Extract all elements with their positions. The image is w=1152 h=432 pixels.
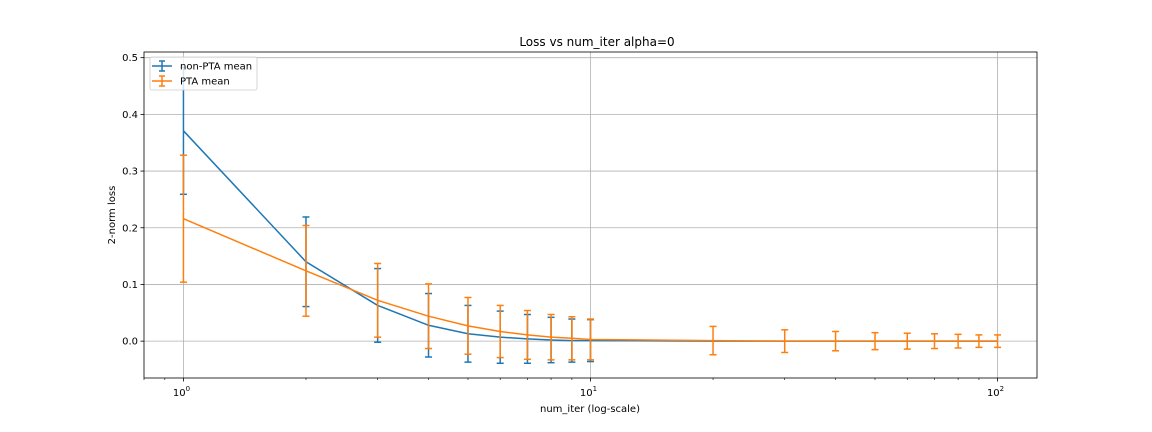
y-tick-label: 0.2	[122, 223, 138, 234]
x-tick-exponent: 1	[593, 385, 597, 393]
error-bar	[954, 333, 962, 349]
error-bar	[179, 154, 187, 283]
error-bar	[709, 325, 717, 356]
x-tick-exponent: 2	[1000, 385, 1004, 393]
x-tick-exponent: 0	[186, 385, 190, 393]
error-bar	[975, 334, 983, 349]
error-bar	[781, 329, 789, 354]
legend-item: PTA mean	[152, 75, 230, 88]
error-bar	[425, 283, 433, 350]
error-bar	[374, 262, 382, 338]
error-bar	[302, 224, 310, 317]
legend-label: non-PTA mean	[180, 62, 252, 73]
error-bar	[496, 304, 504, 359]
grid	[144, 52, 1037, 378]
x-axis-label: num_iter (log-scale)	[540, 404, 640, 415]
y-tick-label: 0.4	[122, 110, 138, 121]
y-tick-label: 0.1	[122, 280, 138, 291]
plot-frame	[143, 51, 1038, 379]
error-bar	[523, 309, 531, 361]
error-bar	[587, 318, 594, 361]
y-axis-label: 2-norm loss	[107, 186, 118, 245]
error-bar	[547, 313, 555, 361]
y-tick-label: 0.0	[122, 337, 138, 348]
legend-item: non-PTA mean	[152, 60, 252, 73]
legend: non-PTA mean PTA mean	[149, 56, 258, 91]
x-axis: 100 101 102	[143, 378, 1004, 399]
legend-box	[149, 56, 258, 91]
y-axis: 0.0 0.1 0.2 0.3 0.4 0.5	[122, 53, 144, 348]
y-tick-label: 0.5	[122, 53, 138, 64]
error-bar	[568, 316, 576, 361]
y-tick-label: 0.3	[122, 167, 138, 178]
error-bar	[832, 330, 840, 352]
error-bar	[871, 331, 879, 351]
x-tick-base: 10	[987, 388, 1000, 399]
chart-title: Loss vs num_iter alpha=0	[519, 35, 674, 49]
plot-series	[179, 66, 1002, 365]
error-bar	[994, 334, 1002, 349]
x-tick-base: 10	[173, 388, 186, 399]
error-bar	[930, 333, 938, 350]
error-bar	[464, 296, 472, 355]
x-tick-label: 102	[987, 385, 1004, 399]
x-tick-label: 101	[580, 385, 597, 399]
x-tick-base: 10	[580, 388, 593, 399]
legend-label: PTA mean	[180, 77, 230, 88]
error-bar	[903, 332, 911, 350]
x-tick-label: 100	[173, 385, 190, 399]
